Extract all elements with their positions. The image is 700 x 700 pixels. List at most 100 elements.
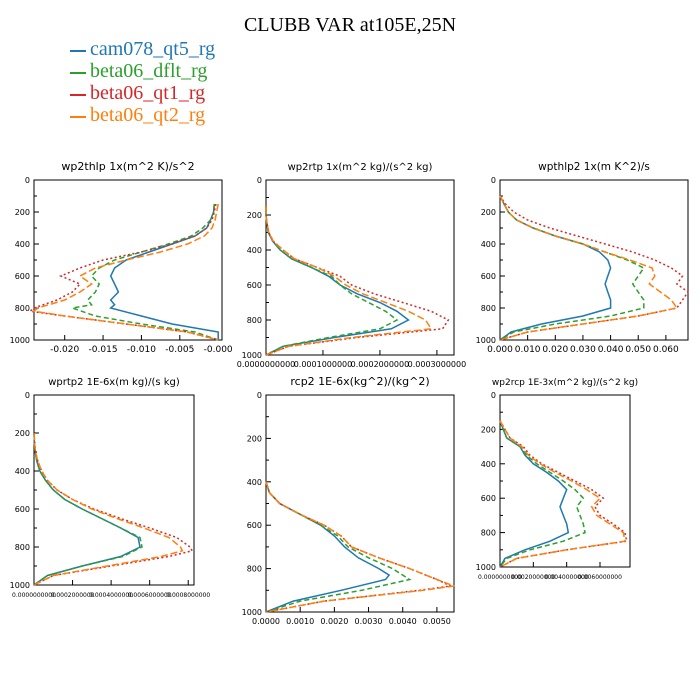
x-tick-label: 0.0000: [252, 617, 280, 626]
series-line-beta06_dflt_rg: [265, 481, 412, 613]
x-tick-label: 0.0002000000: [51, 592, 95, 599]
series-line-beta06_qt2_rg: [499, 420, 626, 568]
legend-swatch: [70, 72, 86, 74]
series-line-beta06_dflt_rg: [499, 420, 586, 568]
series-line-beta06_dflt_rg: [72, 203, 219, 341]
x-tick-label: 0.0010: [286, 617, 314, 626]
x-tick-label: 0.010: [515, 345, 541, 355]
x-tick-label: 0.0008000000: [166, 592, 210, 599]
y-tick-label: 200: [15, 208, 30, 217]
legend-swatch: [70, 116, 86, 118]
y-tick-label: 400: [15, 240, 30, 249]
y-tick-label: 600: [15, 505, 30, 514]
series-line-beta06_qt1_rg: [265, 481, 454, 613]
series-line-beta06_qt1_rg: [499, 195, 690, 341]
series-line-beta06_qt2_rg: [265, 206, 433, 356]
x-tick-label: 0.000: [487, 345, 513, 355]
y-tick-label: 400: [247, 478, 262, 487]
series-line-cam078_qt5_rg: [499, 420, 570, 568]
legend-swatch: [70, 94, 86, 96]
y-tick-label: 800: [15, 543, 30, 552]
y-tick-label: 800: [481, 529, 496, 538]
x-tick-label: 0.0020: [320, 617, 348, 626]
y-tick-label: 800: [247, 316, 262, 325]
x-tick-label: 0.050: [625, 345, 651, 355]
legend-label: beta06_qt1_rg: [90, 82, 206, 104]
panel-title: rcp2 1E-6x(kg^2)/(kg^2): [290, 375, 429, 388]
chart-panel: rcp2 1E-6x(kg^2)/(kg^2) 0 200 400 600 800 1000…: [242, 375, 455, 626]
series-line-beta06_qt2_rg: [265, 481, 455, 613]
x-tick-label: -0.015: [89, 345, 118, 355]
x-tick-label: 0.0050: [423, 617, 451, 626]
y-tick-label: 1000: [242, 608, 262, 617]
y-tick-label: 0: [257, 176, 262, 185]
x-tick-label: -0.010: [127, 345, 156, 355]
y-tick-label: 800: [247, 565, 262, 574]
y-tick-label: 400: [481, 240, 496, 249]
legend-label: cam078_qt5_rg: [90, 38, 216, 60]
y-tick-label: 400: [15, 467, 30, 476]
series-line-beta06_dflt_rg: [265, 206, 399, 356]
x-tick-label: -0.020: [50, 345, 79, 355]
y-tick-label: 200: [247, 434, 262, 443]
y-tick-label: 200: [481, 425, 496, 434]
panel-title: wp2rcp 1E-3x(m^2 kg)/(s^2 kg): [492, 378, 638, 388]
y-tick-label: 200: [15, 429, 30, 438]
y-tick-label: 200: [481, 208, 496, 217]
chart-panel: wprtp2 1E-6x(m kg)/(s kg) 0 200 400 600 800 10…: [10, 377, 211, 599]
series-line-cam078_qt5_rg: [109, 203, 219, 340]
y-tick-label: 600: [481, 494, 496, 503]
chart-panel: wp2thlp 1x(m^2 K)/s^2 0 200 400 600 800 1000 -0…: [10, 160, 233, 355]
series-line-beta06_qt1_rg: [33, 432, 194, 586]
x-tick-label: 0.020: [542, 345, 568, 355]
y-tick-label: 600: [247, 281, 262, 290]
legend-label: beta06_qt2_rg: [90, 104, 206, 126]
y-tick-label: 1000: [476, 336, 496, 345]
legend-label: beta06_dflt_rg: [90, 60, 208, 82]
y-tick-label: 800: [481, 304, 496, 313]
series-line-beta06_qt1_rg: [499, 420, 628, 568]
x-tick-label: 0.0004000000: [89, 592, 133, 599]
panel-title: wp2rtp 1x(m^2 kg)/(s^2 kg): [288, 162, 433, 173]
x-tick-label: 0.0001000000: [294, 360, 353, 369]
series-line-beta06_qt2_rg: [33, 432, 184, 586]
x-tick-label: 0.0000000000: [478, 574, 522, 581]
y-tick-label: 0: [491, 391, 496, 400]
chart-panel: wpthlp2 1x(m K^2)/s 0 200 400 600 800 10000.00…: [476, 161, 690, 355]
y-tick-label: 800: [15, 304, 30, 313]
y-tick-label: 1000: [10, 581, 30, 590]
y-tick-label: 400: [481, 460, 496, 469]
y-tick-label: 1000: [242, 351, 262, 360]
x-tick-label: 0.030: [570, 345, 596, 355]
panel-title: wprtp2 1E-6x(m kg)/(s kg): [48, 377, 180, 388]
y-tick-label: 0: [25, 391, 30, 400]
y-tick-label: 0: [257, 391, 262, 400]
panel-title: wp2thlp 1x(m^2 K)/s^2: [61, 160, 194, 173]
plot-frame: [265, 394, 455, 613]
x-tick-label: 0.0006000000: [128, 592, 172, 599]
series-line-cam078_qt5_rg: [499, 195, 612, 341]
y-tick-label: 400: [247, 246, 262, 255]
y-tick-label: 600: [15, 272, 30, 281]
series-line-beta06_qt2_rg: [32, 203, 219, 341]
series-line-beta06_qt1_rg: [28, 203, 219, 341]
x-tick-label: 0.0060000000: [578, 574, 622, 581]
y-tick-label: 0: [25, 176, 30, 185]
chart-panel: wp2rcp 1E-3x(m^2 kg)/(s^2 kg) 0 200 400 600 8…: [476, 378, 638, 581]
y-tick-label: 0: [491, 176, 496, 185]
series-line-cam078_qt5_rg: [265, 481, 391, 613]
chart-panel: wp2rtp 1x(m^2 kg)/(s^2 kg) 0 200 400 600 800 1…: [237, 162, 466, 369]
x-tick-label: 0.0002000000: [351, 360, 410, 369]
x-tick-label: 0.0000000000: [237, 360, 296, 369]
y-tick-label: 200: [247, 211, 262, 220]
x-tick-label: 0.0020000000: [511, 574, 555, 581]
legend-swatch: [70, 50, 86, 52]
x-tick-label: -0.000: [204, 345, 233, 355]
x-tick-label: -0.005: [165, 345, 194, 355]
series-line-cam078_qt5_rg: [265, 206, 410, 356]
x-tick-label: 0.060: [653, 345, 679, 355]
y-tick-label: 1000: [10, 336, 30, 345]
x-tick-label: 0.0040: [389, 617, 417, 626]
series-line-cam078_qt5_rg: [33, 432, 141, 586]
